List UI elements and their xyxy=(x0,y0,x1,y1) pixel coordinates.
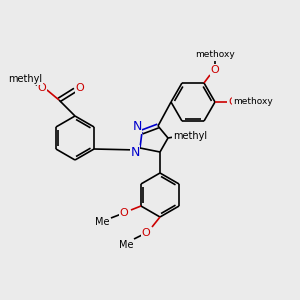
Text: N: N xyxy=(130,146,140,158)
Text: methyl: methyl xyxy=(8,74,42,84)
Text: methyl: methyl xyxy=(173,131,207,141)
Text: methoxy: methoxy xyxy=(195,50,235,59)
Text: O: O xyxy=(76,83,84,93)
Text: O: O xyxy=(38,83,46,93)
Text: N: N xyxy=(132,121,142,134)
Text: methoxy: methoxy xyxy=(233,98,273,106)
Text: Me: Me xyxy=(119,240,133,250)
Text: O: O xyxy=(142,228,150,238)
Text: Me: Me xyxy=(95,217,109,227)
Text: O: O xyxy=(211,65,219,75)
Text: methyl: methyl xyxy=(9,74,41,82)
Text: O: O xyxy=(229,97,237,107)
Text: O: O xyxy=(120,208,128,218)
